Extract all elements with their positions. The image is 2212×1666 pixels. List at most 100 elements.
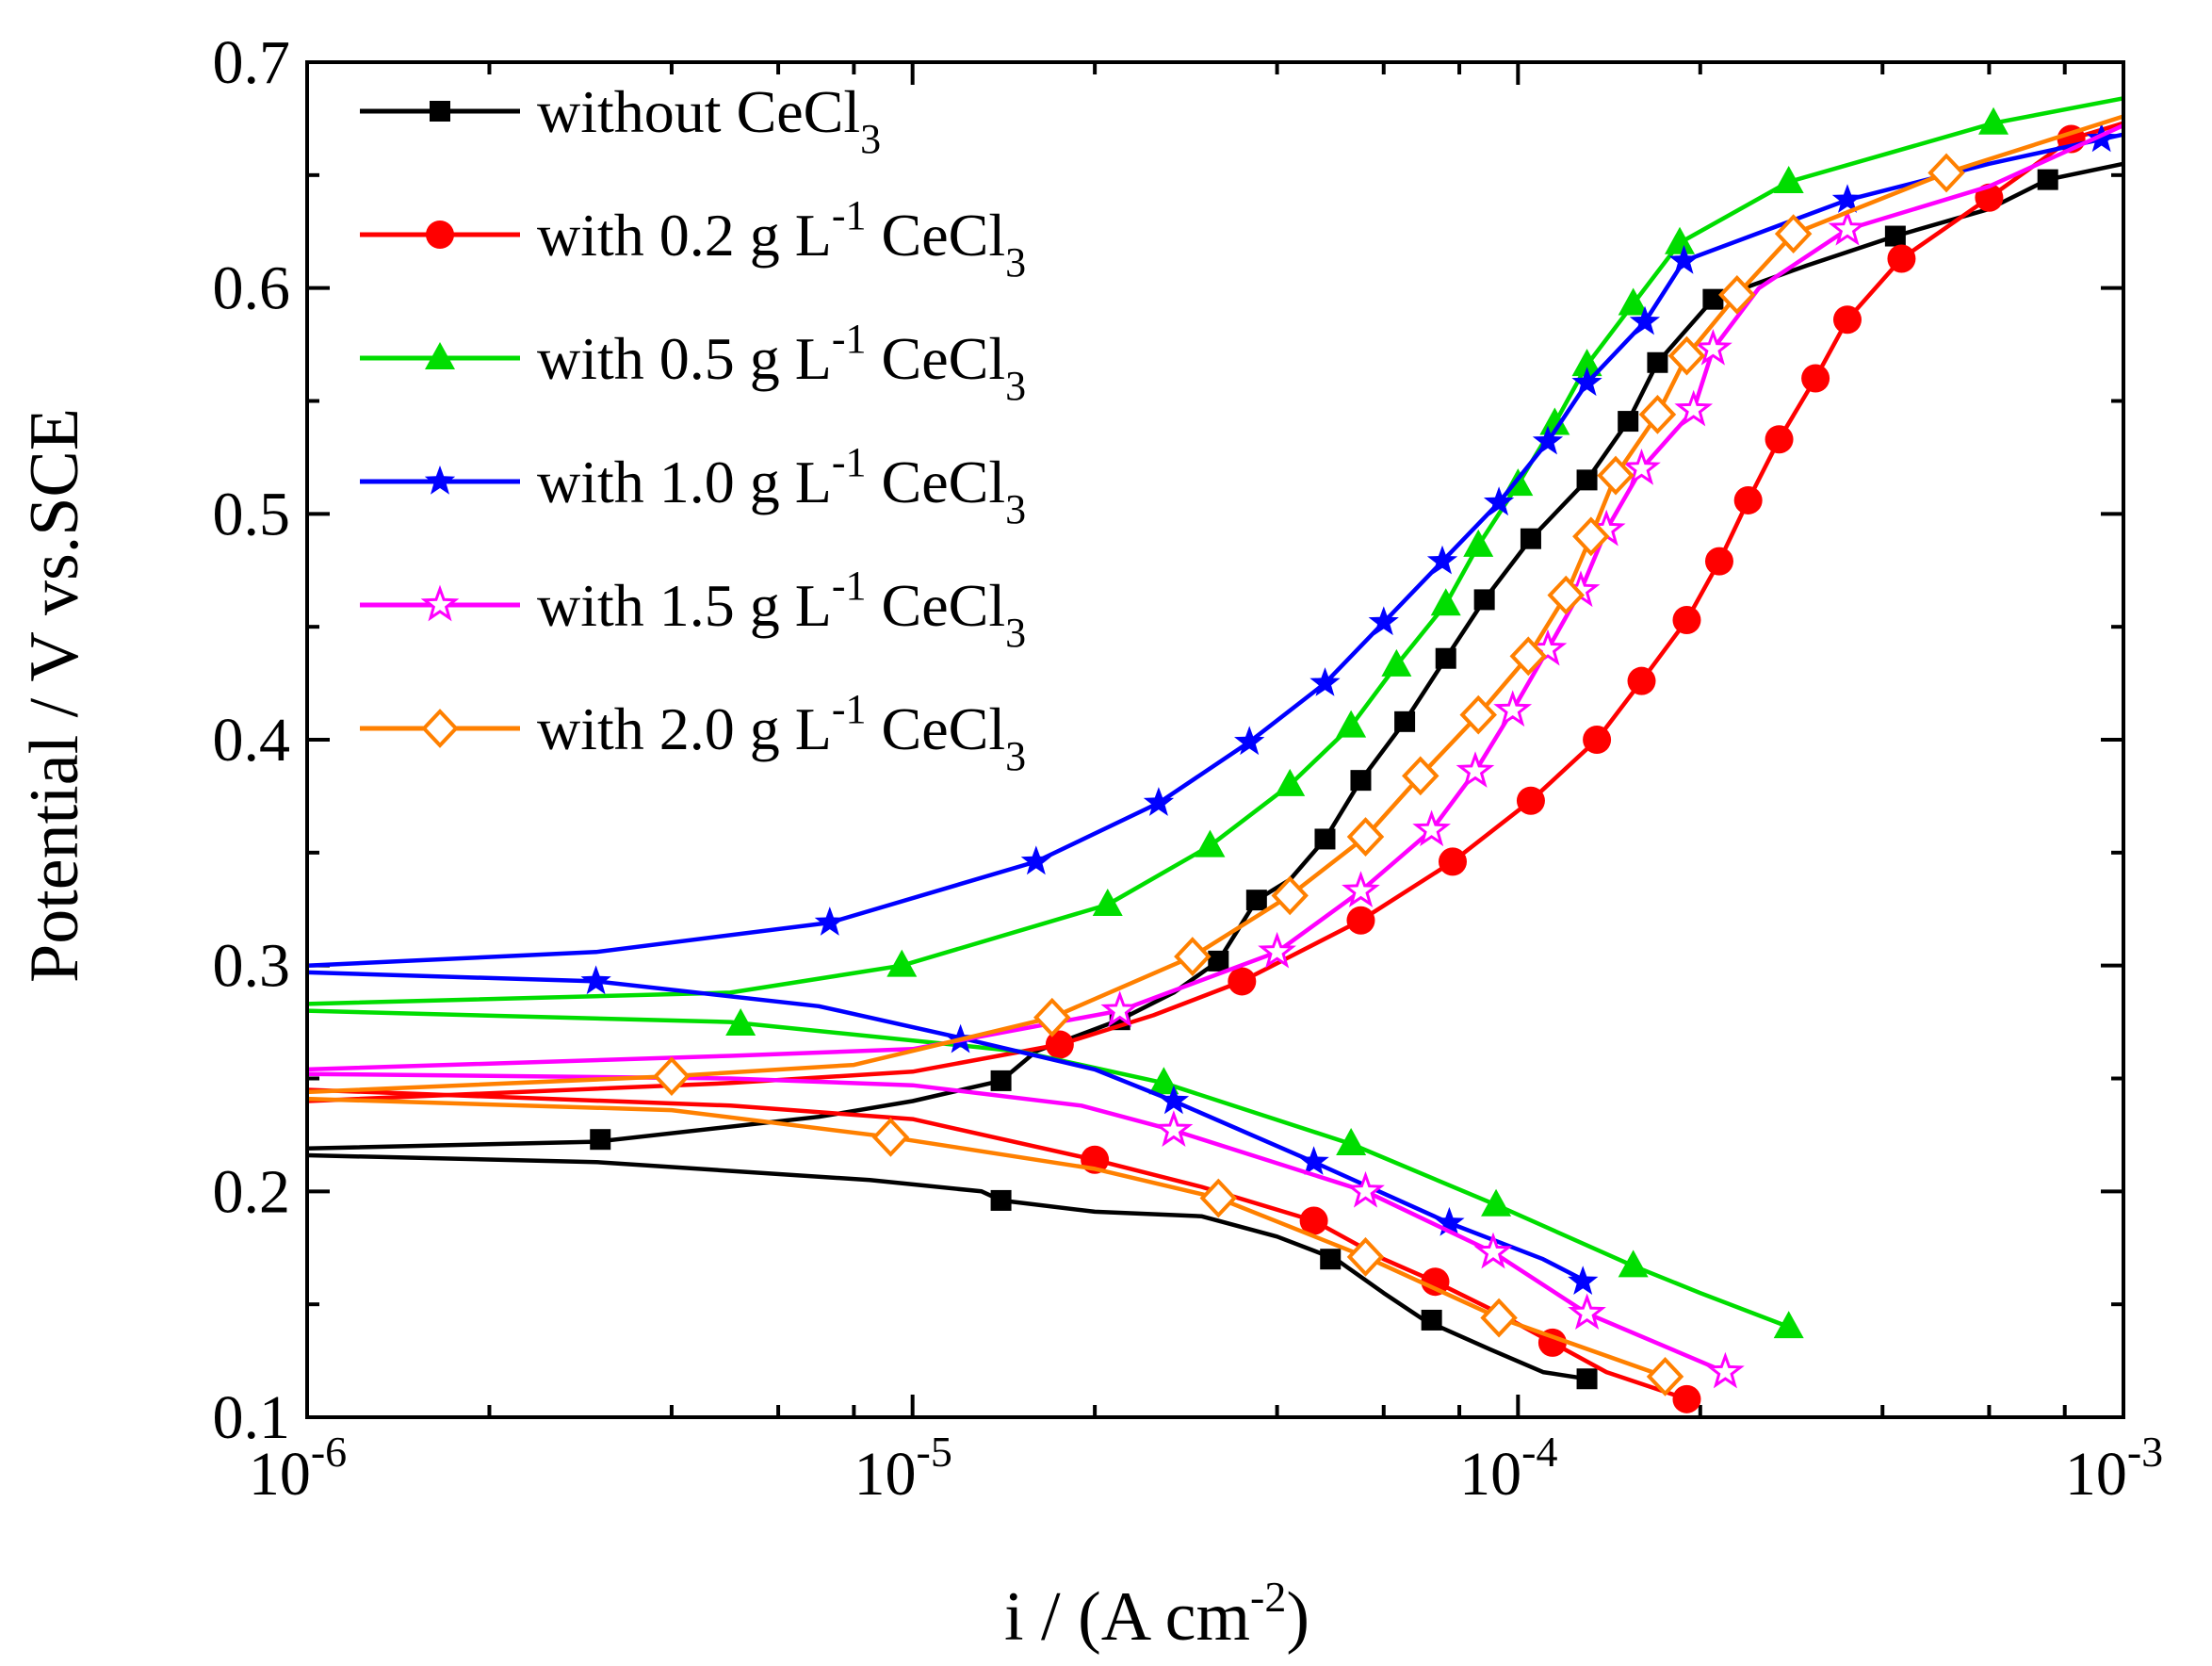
data-point-cathodic xyxy=(580,965,611,995)
series-line-anodic xyxy=(1000,161,2124,1083)
data-point-anodic xyxy=(1483,486,1515,516)
data-point-anodic xyxy=(1493,690,1533,727)
data-point-anodic xyxy=(814,906,845,936)
data-point-anodic xyxy=(1647,351,1668,373)
data-point-anodic xyxy=(1618,411,1639,433)
x-tick-label: 10-3 xyxy=(2065,1428,2163,1509)
data-point-cathodic xyxy=(1336,1128,1367,1156)
data-point-anodic xyxy=(1435,647,1456,669)
data-point-anodic xyxy=(1765,425,1794,454)
data-point-anodic xyxy=(1438,847,1467,876)
y-tick-label: 0.5 xyxy=(213,480,291,548)
legend-item: with 1.5 g L-1 CeCl3 xyxy=(360,563,1026,656)
data-point-cathodic xyxy=(1646,1356,1684,1396)
legend-label: without CeCl3 xyxy=(537,78,881,162)
data-point-cathodic xyxy=(725,1007,756,1036)
series-line-connector xyxy=(306,1078,1002,1152)
data-point-cathodic xyxy=(1618,1250,1649,1278)
data-point-anodic xyxy=(1100,990,1140,1027)
data-point-cathodic xyxy=(1154,1110,1194,1147)
data-point-anodic xyxy=(1195,829,1226,858)
data-point-cathodic xyxy=(1672,1384,1701,1413)
data-point-anodic xyxy=(1314,828,1336,850)
series-5 xyxy=(306,114,2124,1396)
legend-label: with 2.0 g L-1 CeCl3 xyxy=(537,686,1026,779)
y-tick-label: 0.3 xyxy=(213,932,291,1001)
series-4 xyxy=(306,123,2124,1389)
x-axis-title-main: i / (A cm xyxy=(1004,1578,1250,1656)
data-point-anodic xyxy=(1045,1030,1074,1059)
y-tick-label: 0.1 xyxy=(213,1383,291,1452)
x-axis-title: i / (A cm-2) xyxy=(1004,1573,1309,1656)
y-axis-title: Potential / V vs.SCE xyxy=(16,408,93,983)
legend-item: with 0.5 g L-1 CeCl3 xyxy=(360,316,1026,409)
data-point-cathodic xyxy=(871,1117,910,1157)
data-point-anodic xyxy=(653,1056,691,1097)
data-point-anodic xyxy=(1473,589,1495,611)
plot-series xyxy=(306,96,2124,1413)
data-point-anodic xyxy=(1718,274,1756,315)
legend-marker xyxy=(420,584,460,622)
data-point-anodic xyxy=(1571,367,1602,397)
data-point-anodic xyxy=(1774,214,1813,254)
data-point-anodic xyxy=(1516,786,1545,815)
data-point-anodic xyxy=(1402,756,1439,796)
data-point-anodic xyxy=(1234,726,1265,756)
data-point-anodic xyxy=(1336,710,1367,738)
data-point-anodic xyxy=(1638,394,1677,434)
data-point-anodic xyxy=(1020,845,1051,875)
y-tick-label: 0.6 xyxy=(213,254,291,323)
data-point-cathodic xyxy=(1568,1266,1599,1295)
data-point-anodic xyxy=(1704,547,1733,576)
data-point-anodic xyxy=(1208,950,1229,972)
data-point-anodic xyxy=(886,949,918,977)
data-point-anodic xyxy=(1143,787,1175,816)
legend-marker xyxy=(426,220,454,249)
legend: without CeCl3 with 0.2 g L-1 CeCl3 with 0.… xyxy=(360,78,1026,779)
data-point-cathodic xyxy=(1434,1206,1465,1236)
data-point-cathodic xyxy=(1158,1085,1190,1115)
data-point-anodic xyxy=(1576,469,1598,491)
data-point-anodic xyxy=(1884,225,1906,247)
legend-item: with 1.0 g L-1 CeCl3 xyxy=(360,439,1026,532)
data-point-anodic xyxy=(1394,710,1416,732)
data-point-anodic xyxy=(1828,209,1867,246)
legend-marker xyxy=(424,466,456,495)
data-point-anodic xyxy=(1346,906,1375,935)
data-point-anodic xyxy=(1801,364,1830,393)
data-point-anodic xyxy=(1831,184,1863,213)
plot-frame xyxy=(305,60,2125,1419)
data-point-anodic xyxy=(1346,817,1385,857)
legend-marker xyxy=(421,709,459,748)
data-point-anodic xyxy=(1092,888,1123,916)
x-tick-label: 10-5 xyxy=(854,1428,952,1509)
legend-label: with 1.5 g L-1 CeCl3 xyxy=(537,563,1026,656)
data-point-anodic xyxy=(1520,528,1541,549)
data-point-anodic xyxy=(1667,335,1706,376)
data-point-anodic xyxy=(1456,751,1495,788)
data-point-anodic xyxy=(1430,588,1461,616)
legend-marker xyxy=(425,342,455,369)
data-point-anodic xyxy=(1532,425,1564,455)
x-axis-title-end: ) xyxy=(1286,1578,1309,1656)
tick-labels: 0.1 0.2 0.3 0.4 0.5 0.6 0.7 10-6 10-5 10-4 10-3 xyxy=(213,28,2164,1509)
data-point-cathodic xyxy=(590,1129,611,1151)
data-point-anodic xyxy=(1622,449,1661,485)
data-point-cathodic xyxy=(1481,1188,1512,1217)
series-line-cathodic xyxy=(306,1096,1667,1380)
data-point-anodic xyxy=(1668,244,1700,274)
series-0 xyxy=(306,161,2124,1390)
data-point-cathodic xyxy=(990,1189,1012,1211)
data-point-anodic xyxy=(1702,288,1724,310)
data-point-anodic xyxy=(1350,770,1372,792)
data-point-cathodic xyxy=(1148,1067,1179,1095)
x-tick-label: 10-6 xyxy=(249,1428,347,1509)
data-point-anodic xyxy=(2037,169,2058,190)
data-point-anodic xyxy=(1258,931,1297,969)
data-point-anodic xyxy=(1832,305,1862,335)
legend-item: with 0.2 g L-1 CeCl3 xyxy=(360,192,1026,286)
series-line-cathodic xyxy=(306,1152,1587,1381)
data-point-anodic xyxy=(1309,667,1341,696)
data-point-cathodic xyxy=(1706,1351,1745,1389)
